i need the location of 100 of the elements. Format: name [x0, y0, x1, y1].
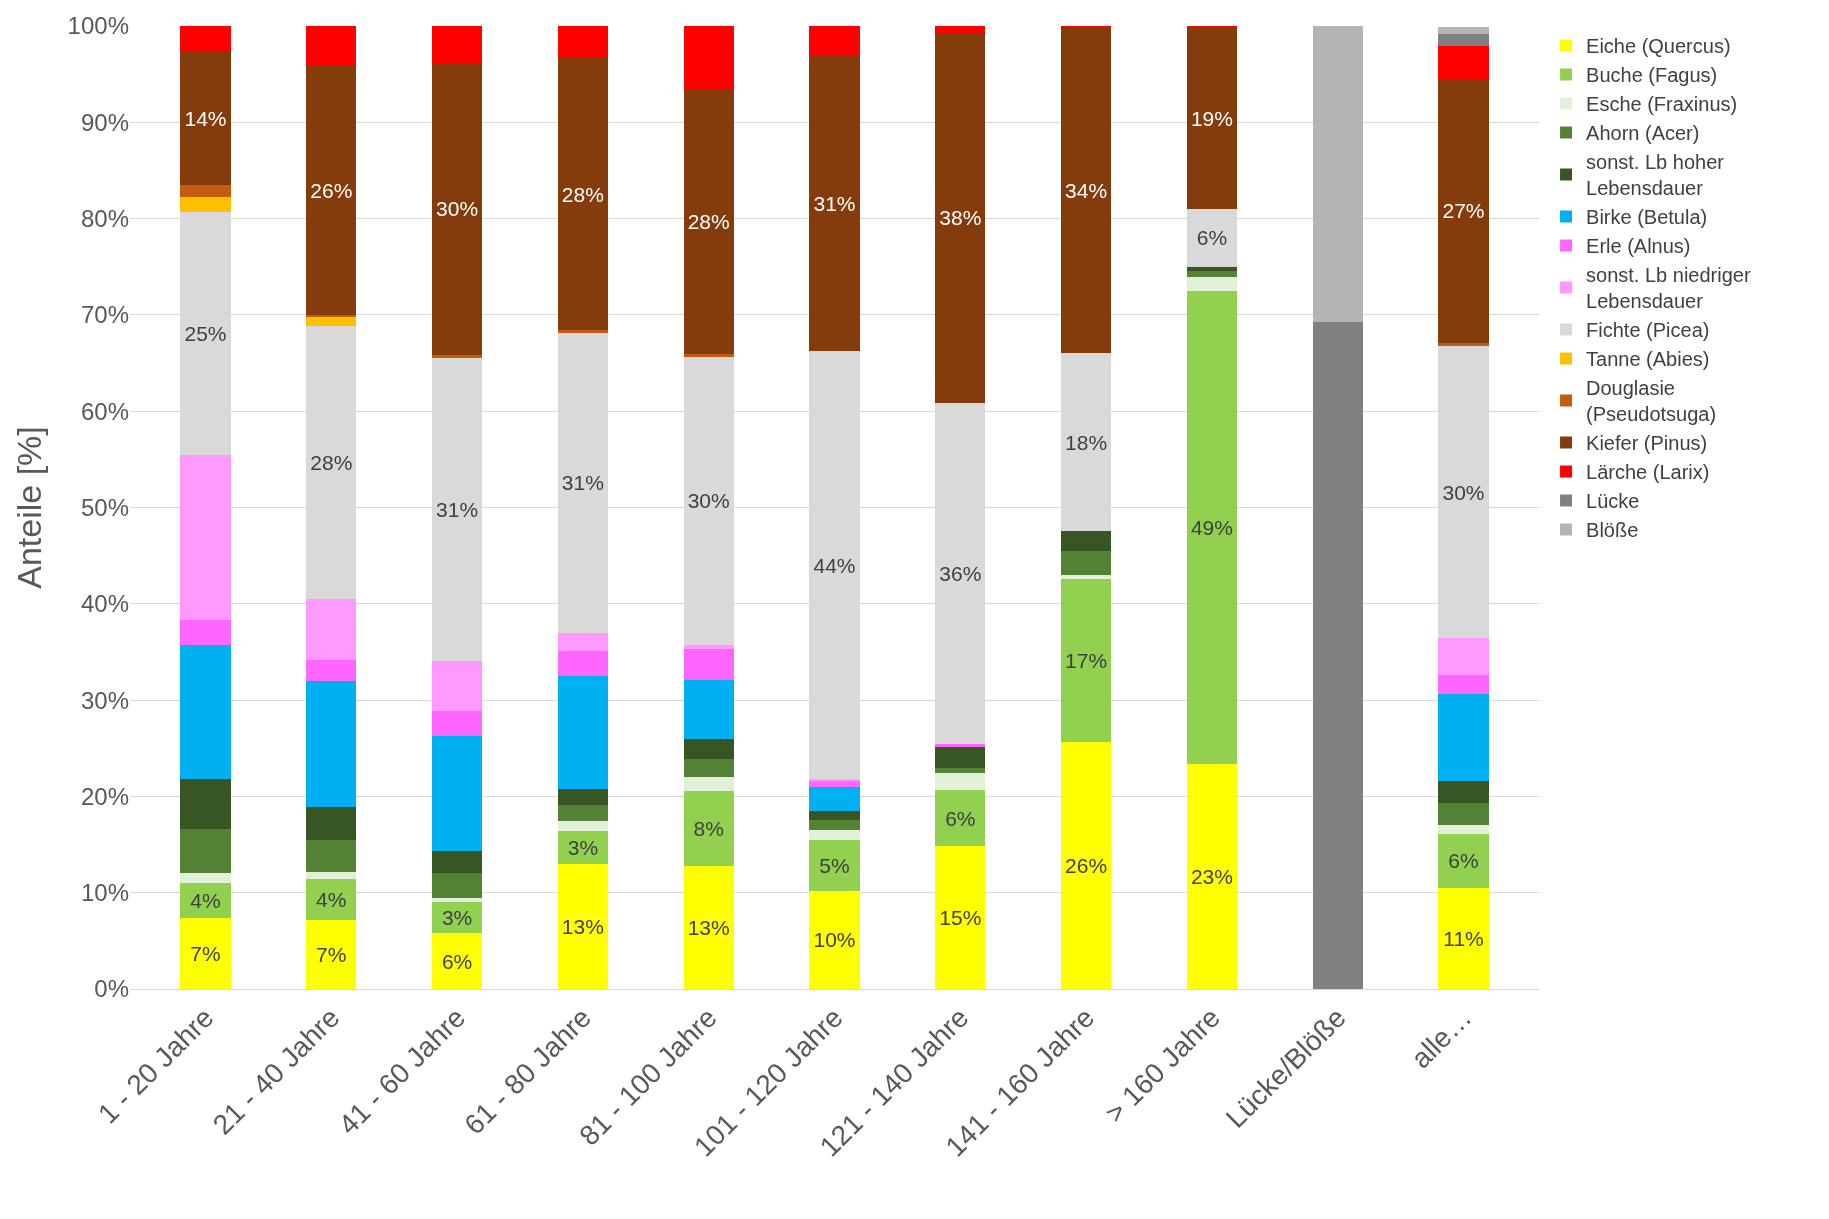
- y-tick-label: 30%: [80, 686, 129, 714]
- bar: [1186, 763, 1238, 989]
- bar: [1438, 46, 1489, 79]
- y-tick-label: 50%: [80, 493, 129, 521]
- data-label: 31%: [436, 497, 479, 521]
- bar: [683, 679, 734, 739]
- bar: [1060, 550, 1112, 575]
- bar: [180, 873, 231, 884]
- bar: [809, 839, 860, 891]
- data-label: 44%: [813, 553, 856, 577]
- bar: [683, 354, 734, 357]
- bar: [683, 649, 734, 680]
- data-label: 19%: [1190, 106, 1233, 130]
- bar: [557, 788, 609, 806]
- bar: [1438, 675, 1489, 695]
- data-label: 6%: [945, 806, 976, 830]
- data-label: 3%: [441, 906, 473, 930]
- legend-label: Lärche (Larix): [1586, 461, 1710, 484]
- bar: [557, 863, 609, 989]
- data-label: 17%: [1065, 649, 1108, 673]
- bar: [809, 810, 860, 820]
- bar: [431, 735, 483, 852]
- bar: [306, 26, 357, 67]
- data-label: 23%: [1190, 864, 1233, 888]
- data-label: 15%: [939, 906, 982, 930]
- bar: [431, 62, 483, 356]
- legend-label: Birke (Betula): [1586, 206, 1708, 229]
- y-axis-title: Anteile [%]: [10, 426, 49, 589]
- legend-label: Ahorn (Acer): [1586, 122, 1700, 145]
- bar: [306, 598, 357, 660]
- bar: [306, 806, 357, 840]
- bar: [431, 933, 483, 989]
- bar: [1060, 742, 1112, 989]
- legend-label: Eiche (Quercus): [1586, 35, 1731, 58]
- legend-label: Fichte (Picea): [1586, 319, 1710, 342]
- bar: [809, 819, 860, 831]
- bar: [683, 26, 734, 89]
- bar: [1186, 266, 1238, 271]
- bar: [180, 454, 231, 621]
- data-label: 10%: [813, 928, 856, 952]
- legend-label: sonst. Lb niedriger Lebensdauer: [1586, 264, 1751, 313]
- bar: [809, 890, 860, 989]
- bar: [1186, 27, 1238, 209]
- bar: [1438, 803, 1489, 826]
- bar: [180, 184, 231, 198]
- bar: [306, 879, 357, 920]
- bar: [1438, 342, 1489, 346]
- bar: [1312, 26, 1363, 322]
- bar: [683, 88, 734, 355]
- bar: [557, 821, 609, 832]
- bar: [935, 846, 986, 989]
- y-tick-label: 40%: [80, 590, 129, 618]
- bar: [809, 786, 860, 811]
- legend-label: Lücke: [1586, 490, 1640, 513]
- data-label: 6%: [1448, 849, 1479, 873]
- data-label: 36%: [939, 561, 982, 585]
- data-label: 11%: [1443, 926, 1484, 950]
- bar: [1438, 26, 1489, 34]
- bar: [809, 830, 860, 840]
- data-label: 8%: [693, 816, 724, 840]
- bar: [306, 919, 357, 989]
- bar: [683, 758, 734, 778]
- data-label: 26%: [1065, 854, 1108, 878]
- data-label: 4%: [190, 888, 221, 912]
- bar: [306, 839, 357, 872]
- bar: [1186, 277, 1238, 291]
- y-tick-label: 20%: [80, 782, 129, 810]
- bar: [306, 680, 357, 807]
- legend-label: Kiefer (Pinus): [1586, 432, 1708, 455]
- data-label: 27%: [1442, 199, 1485, 223]
- data-label: 30%: [436, 197, 479, 221]
- bar: [306, 871, 357, 880]
- y-tick-label: 100%: [67, 12, 129, 40]
- bar: [431, 710, 483, 736]
- bar: [1438, 825, 1489, 834]
- bar: [683, 790, 734, 866]
- data-label: 4%: [316, 887, 347, 911]
- bar: [809, 54, 860, 352]
- bar: [180, 197, 231, 212]
- data-label: 34%: [1065, 179, 1108, 203]
- bar: [180, 917, 231, 989]
- legend-label: Blöße: [1586, 519, 1639, 542]
- bar: [557, 650, 609, 677]
- bar: [1438, 78, 1489, 343]
- data-label: 6%: [441, 949, 473, 973]
- data-label: 26%: [310, 179, 353, 203]
- data-label: 3%: [567, 835, 599, 859]
- data-label: 7%: [190, 941, 221, 965]
- bar: [431, 26, 483, 63]
- bar: [557, 57, 609, 331]
- y-tick-label: 70%: [80, 301, 129, 329]
- data-label: 25%: [184, 321, 227, 345]
- data-label: 30%: [1442, 480, 1485, 504]
- bar: [683, 738, 734, 759]
- bar: [1438, 33, 1489, 47]
- y-tick-label: 10%: [80, 879, 129, 907]
- legend-label: Esche (Fraxinus): [1586, 93, 1738, 116]
- bar: [431, 355, 483, 359]
- bar: [935, 32, 986, 403]
- data-label: 28%: [687, 209, 730, 233]
